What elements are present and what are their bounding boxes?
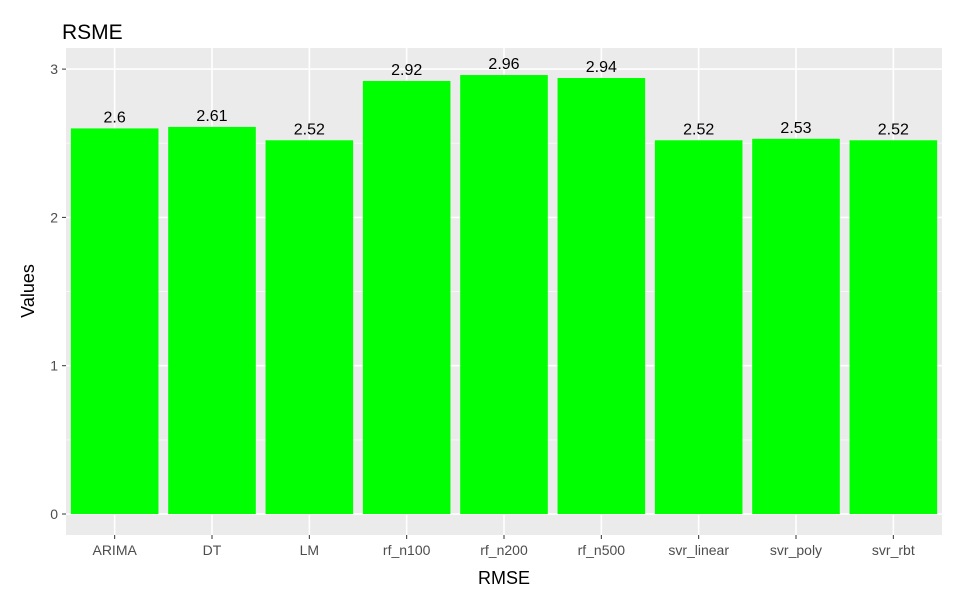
y-tick-label: 1 <box>50 358 58 374</box>
bar-value-label: 2.96 <box>488 56 519 73</box>
bar-value-label: 2.53 <box>780 120 811 137</box>
x-axis-ticks: ARIMA DT LM rf_n100 rf_n200 rf_n500 svr_linear… <box>92 535 915 558</box>
data-labels-group: 2.6 2.61 2.52 2.92 2.96 2.94 2.52 2.53 2.52 <box>104 56 909 138</box>
bar <box>460 75 548 515</box>
bar-value-label: 2.52 <box>294 121 325 138</box>
x-tick-label: DT <box>203 542 222 558</box>
x-tick-label: ARIMA <box>92 542 137 558</box>
chart-title: RSME <box>62 21 123 44</box>
bar-value-label: 2.6 <box>104 109 126 126</box>
x-tick-label: svr_linear <box>668 542 729 558</box>
bar <box>362 80 451 515</box>
bar <box>752 138 840 514</box>
x-tick-label: svr_poly <box>770 542 822 558</box>
bar-value-label: 2.52 <box>683 121 714 138</box>
bar-value-label: 2.92 <box>391 62 422 79</box>
x-tick-label: LM <box>300 542 319 558</box>
bar <box>849 140 938 514</box>
bar <box>70 128 159 515</box>
y-tick-label: 3 <box>50 61 58 77</box>
y-axis-ticks: 0 1 2 3 <box>50 61 66 522</box>
x-axis-label: RMSE <box>478 568 530 588</box>
y-axis-label: Values <box>18 264 38 318</box>
x-tick-label: rf_n200 <box>480 542 528 558</box>
x-tick-label: rf_n100 <box>383 542 431 558</box>
bar-value-label: 2.94 <box>586 59 617 76</box>
bar-value-label: 2.61 <box>196 108 227 125</box>
bar <box>557 77 646 515</box>
y-tick-label: 0 <box>50 506 58 522</box>
bar <box>265 140 354 514</box>
x-tick-label: rf_n500 <box>578 542 626 558</box>
bar <box>168 126 256 514</box>
y-tick-label: 2 <box>50 209 58 225</box>
bar <box>654 140 743 514</box>
bar-value-label: 2.52 <box>878 121 909 138</box>
x-tick-label: svr_rbt <box>872 542 915 558</box>
bars-group <box>70 75 938 515</box>
